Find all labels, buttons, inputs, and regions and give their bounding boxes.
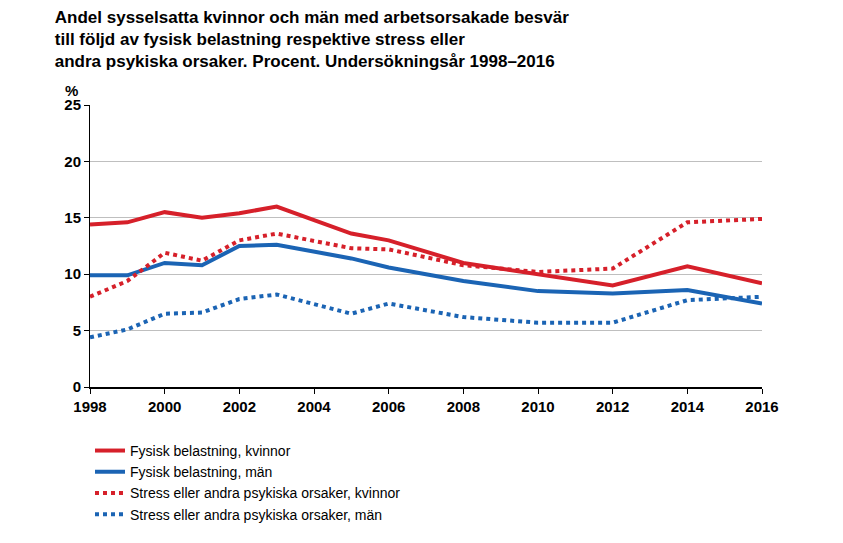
svg-text:5: 5: [73, 322, 81, 339]
svg-text:2008: 2008: [447, 398, 480, 415]
svg-text:Stress eller andra psykiska or: Stress eller andra psykiska orsaker, kvi…: [130, 485, 400, 501]
svg-text:2012: 2012: [596, 398, 629, 415]
svg-text:2006: 2006: [372, 398, 405, 415]
svg-text:%: %: [65, 82, 78, 99]
svg-text:2002: 2002: [223, 398, 256, 415]
svg-text:Fysisk belastning, män: Fysisk belastning, män: [130, 464, 272, 480]
svg-text:2014: 2014: [671, 398, 705, 415]
svg-text:Fysisk belastning, kvinnor: Fysisk belastning, kvinnor: [130, 443, 291, 459]
svg-text:Stress eller andra psykiska or: Stress eller andra psykiska orsaker, män: [130, 507, 382, 523]
svg-text:2000: 2000: [148, 398, 181, 415]
svg-text:Andel sysselsatta kvinnor och: Andel sysselsatta kvinnor och män med ar…: [55, 8, 569, 71]
svg-text:15: 15: [64, 209, 81, 226]
svg-text:1998: 1998: [73, 398, 106, 415]
svg-text:2010: 2010: [521, 398, 554, 415]
svg-text:20: 20: [64, 153, 81, 170]
svg-text:0: 0: [73, 378, 81, 395]
svg-text:2004: 2004: [297, 398, 331, 415]
svg-text:25: 25: [64, 96, 81, 113]
svg-text:10: 10: [64, 265, 81, 282]
svg-text:2016: 2016: [745, 398, 778, 415]
